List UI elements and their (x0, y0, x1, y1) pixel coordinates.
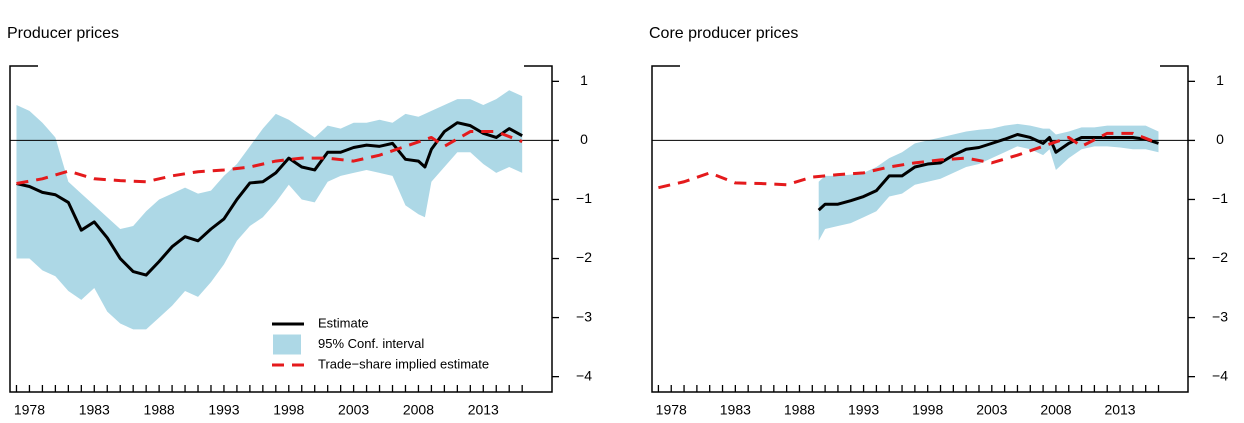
x-tick-label: 1998 (273, 402, 304, 418)
plot-frame (651, 65, 1189, 393)
legend: Estimate 95% Conf. interval Trade−share im… (272, 315, 489, 371)
y-tick-label: 0 (1216, 131, 1224, 147)
legend-swatch (273, 334, 301, 355)
x-tick-label: 1978 (14, 402, 45, 418)
y-tick-label: −2 (1212, 249, 1228, 265)
legend-label: 95% Conf. interval (318, 336, 424, 351)
legend-label: Trade−share implied estimate (318, 356, 489, 371)
dashed-line (658, 131, 1160, 190)
dashed-line (16, 130, 523, 186)
legend-label: Estimate (318, 315, 369, 330)
y-tick-label: −2 (576, 249, 592, 265)
plot-frame (9, 65, 553, 393)
y-tick-label: −4 (576, 367, 592, 383)
confidence-band (818, 123, 1159, 241)
x-tick-label: 2003 (976, 402, 1007, 418)
panel: Core producer prices 1978 1983 1988 1993 1998… (649, 25, 1228, 417)
confidence-band (16, 90, 523, 330)
x-tick-label: 1993 (208, 402, 239, 418)
x-tick-label: 1978 (656, 402, 687, 418)
chart-title: Producer prices (7, 25, 119, 42)
y-tick-label: −1 (1212, 190, 1228, 206)
y-tick-label: −3 (1212, 308, 1228, 324)
y-tick-label: 1 (580, 72, 588, 88)
line (16, 121, 523, 277)
chart-title: Core producer prices (649, 25, 798, 42)
y-tick-label: 1 (1216, 72, 1224, 88)
x-tick-label: 1988 (144, 402, 175, 418)
line (817, 133, 1159, 212)
x-tick-label: 2008 (403, 402, 434, 418)
x-tick-label: 1998 (912, 402, 943, 418)
panel: Producer prices 1978 1983 1988 1993 1998 2003 2… (7, 25, 592, 417)
x-tick-label: 1983 (79, 402, 110, 418)
y-tick-label: −3 (576, 308, 592, 324)
y-tick-label: 0 (580, 131, 588, 147)
x-tick-label: 2013 (468, 402, 499, 418)
x-tick-label: 1988 (784, 402, 815, 418)
x-tick-label: 2013 (1104, 402, 1135, 418)
x-tick-label: 1983 (720, 402, 751, 418)
y-tick-label: −4 (1212, 367, 1228, 383)
x-tick-label: 1993 (848, 402, 879, 418)
y-tick-label: −1 (576, 190, 592, 206)
x-tick-label: 2003 (338, 402, 369, 418)
x-tick-label: 2008 (1040, 402, 1071, 418)
